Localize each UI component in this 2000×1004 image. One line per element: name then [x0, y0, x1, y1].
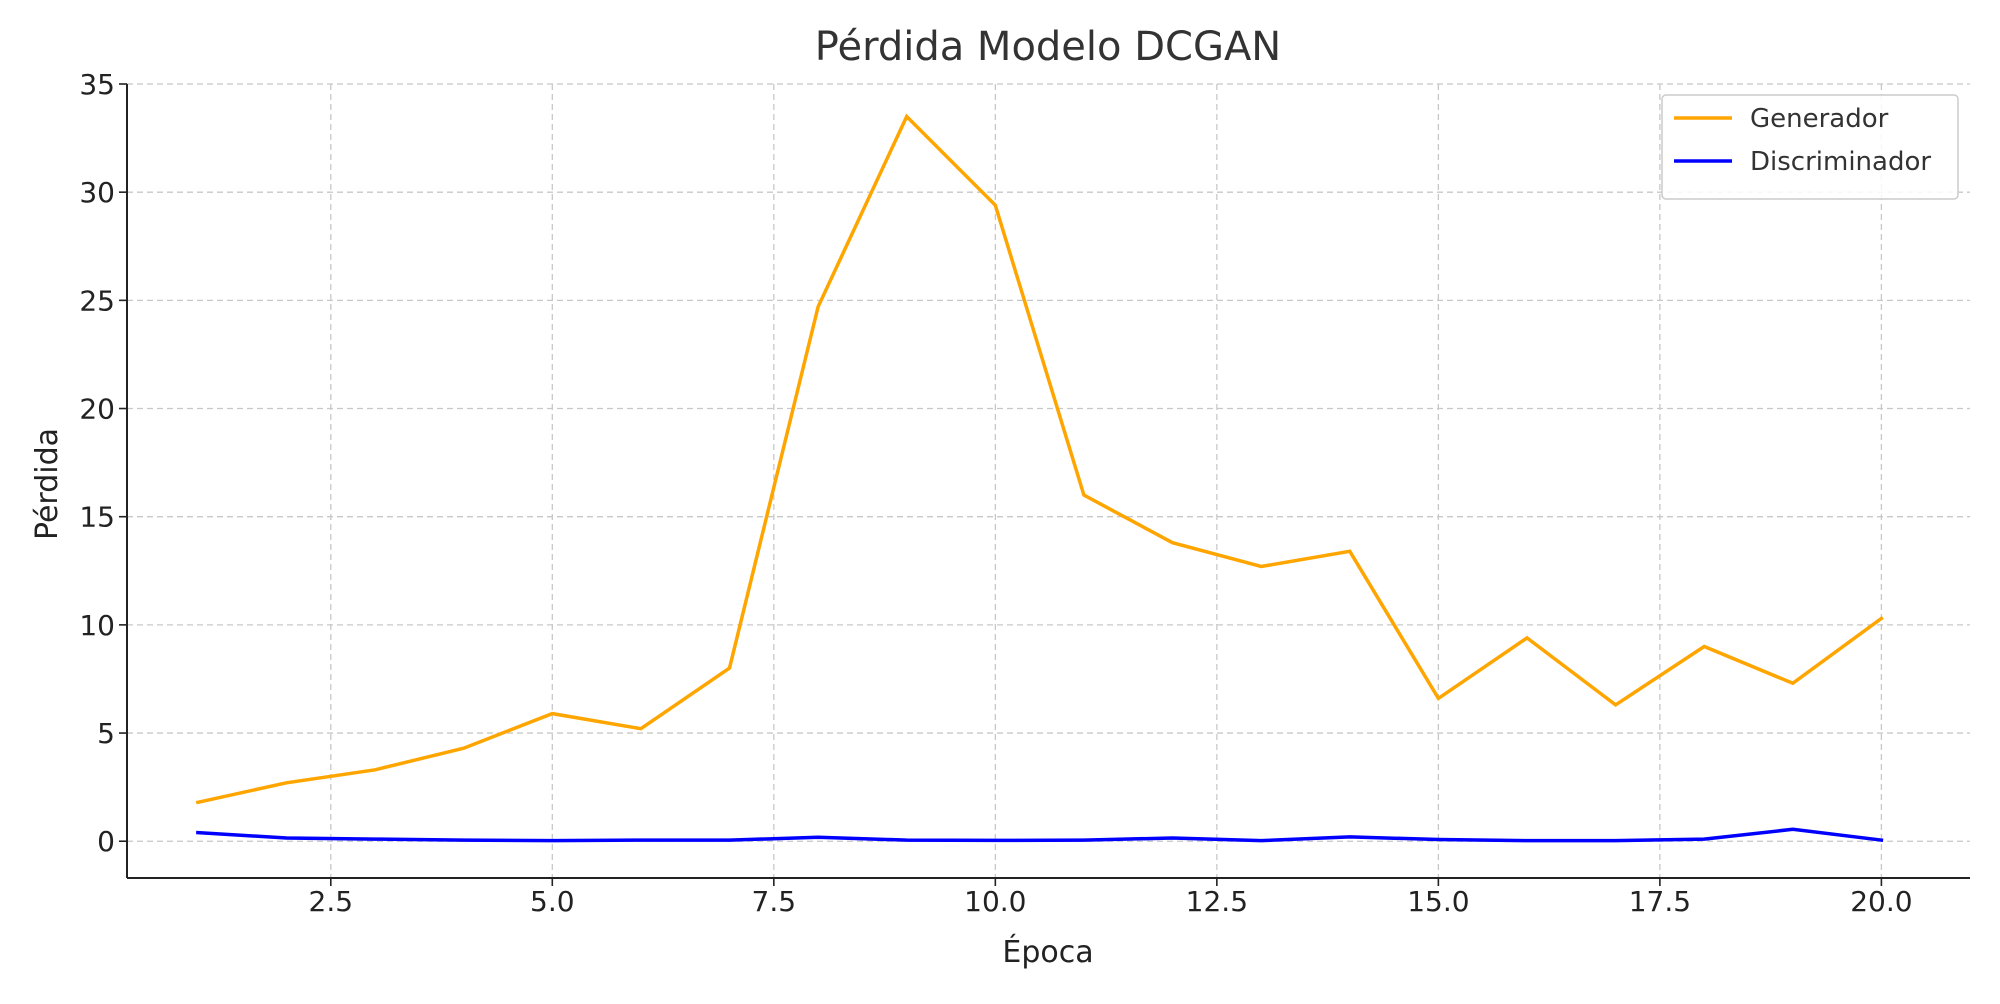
legend-frame: [1661, 94, 1959, 200]
x-tick-label: 17.5: [1629, 885, 1691, 918]
y-tick-label: 20: [79, 393, 115, 426]
y-tick-label: 30: [79, 176, 115, 209]
series-line-1: [196, 827, 1884, 843]
tick-marks: 2.5 5.0 7.5 10.0 12.5 15.0 17.5 20.0 0 5 10 15 20 25 3…: [79, 68, 1912, 918]
y-tick-label: 5: [97, 717, 115, 750]
x-tick-label: 12.5: [1186, 885, 1248, 918]
y-axis-label: Pérdida: [30, 428, 65, 540]
series-line-0: [195, 113, 1884, 805]
series-lines: [195, 113, 1884, 843]
x-tick-label: 5.0: [530, 885, 575, 918]
legend-label: Generador: [1750, 104, 1889, 134]
x-axis-label: Época: [1002, 934, 1093, 970]
y-tick-label: 10: [79, 609, 115, 642]
x-tick-label: 20.0: [1850, 885, 1912, 918]
legend-label: Discriminador: [1750, 147, 1931, 177]
grid: [127, 83, 1970, 878]
y-tick-label: 25: [79, 284, 115, 317]
legend: Generador Discriminador: [1661, 94, 1959, 200]
chart-title: Pérdida Modelo DCGAN: [815, 24, 1281, 70]
x-tick-label: 7.5: [752, 885, 797, 918]
y-tick-label: 0: [97, 825, 115, 858]
x-tick-label: 2.5: [309, 885, 354, 918]
x-tick-label: 10.0: [964, 885, 1026, 918]
y-tick-label: 35: [79, 68, 115, 101]
y-tick-label: 15: [79, 501, 115, 534]
axes: [126, 84, 1970, 879]
x-tick-label: 15.0: [1407, 885, 1469, 918]
